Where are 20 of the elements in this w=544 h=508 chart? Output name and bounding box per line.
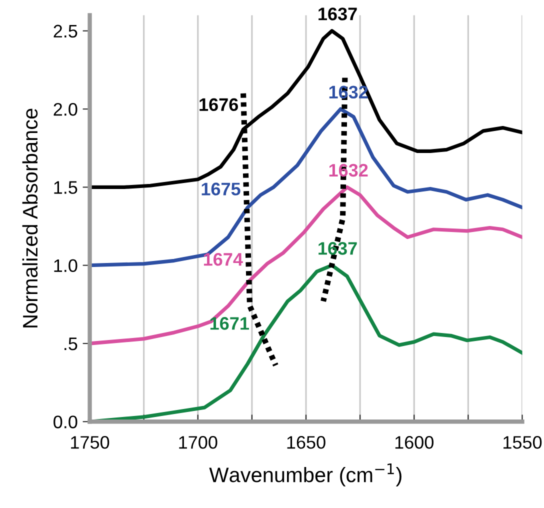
annotation: 1671 [210,317,249,330]
x-tick-label: 1750 [71,436,110,449]
x-tick-label: 1650 [287,436,326,449]
y-tick-label: 0.0 [54,416,78,428]
annotation: 1637 [318,242,357,255]
x-tick-label: 1550 [504,436,542,449]
annotation: 1632 [329,164,368,177]
y-tick-label: 1.5 [54,181,78,194]
annotation: 1675 [202,182,240,196]
x-tick-label: 1600 [395,436,434,449]
y-tick-label: 1.0 [54,259,78,272]
x-axis-title: Wavenumber (cm$^{−1}$) [209,463,402,486]
annotation: 1637 [318,8,357,20]
y-tick-label: 2.0 [54,102,78,116]
y-axis-title: Normalized Absorbance [22,108,38,328]
annotation: 1676 [200,98,238,112]
y-tick-label: 2.5 [54,24,78,38]
annotation: 1674 [204,252,243,266]
x-tick-label: 1700 [179,436,218,449]
y-tick-label: .5 [64,338,78,350]
